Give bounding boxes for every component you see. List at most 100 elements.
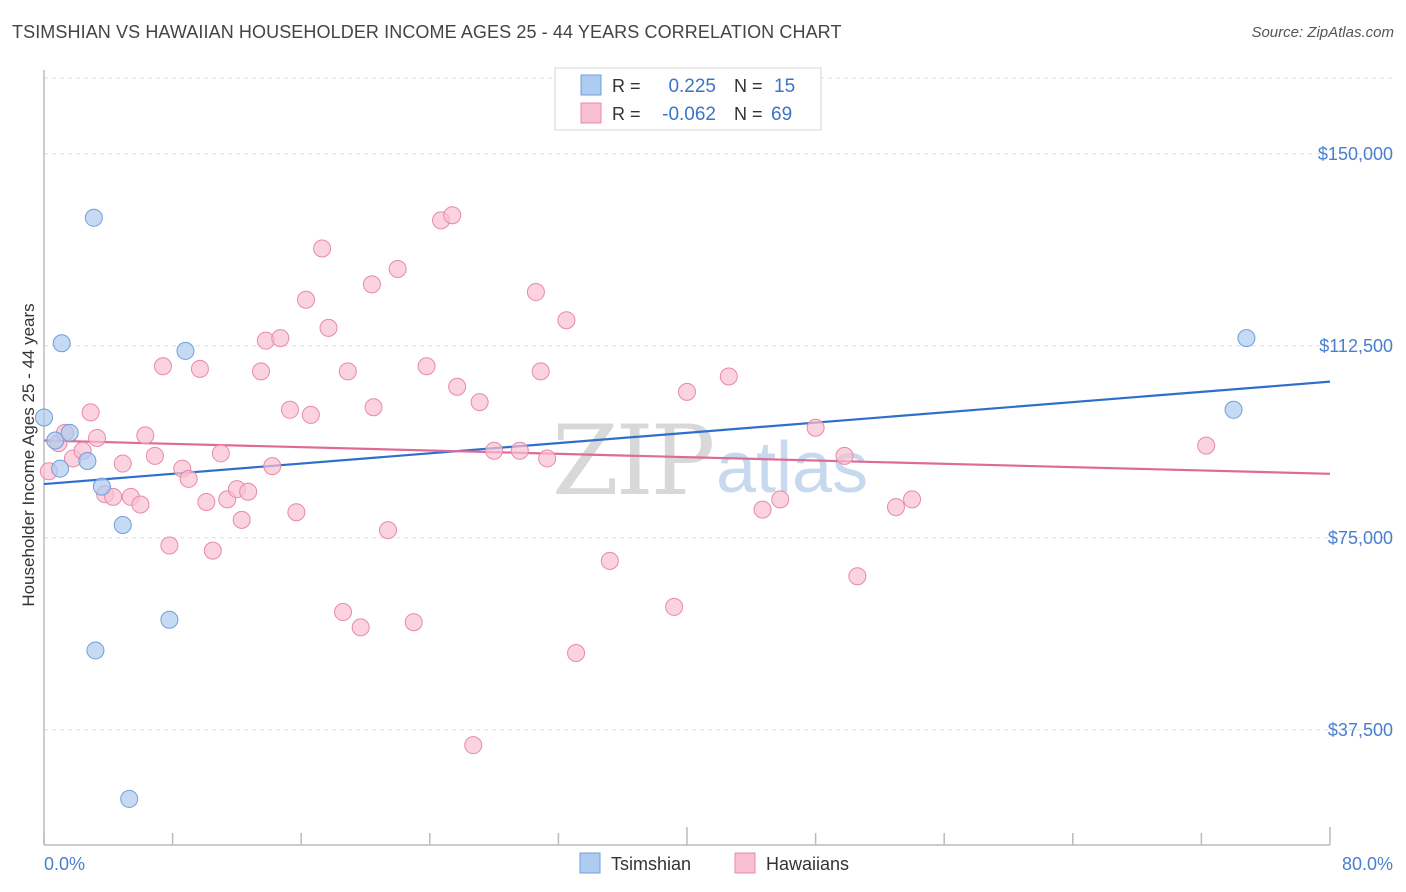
hawaiians-point-48 <box>464 736 483 755</box>
hawaiians-point-51 <box>510 441 529 460</box>
hawaiians-series-swatch <box>734 852 756 874</box>
hawaiians-point-5 <box>81 403 100 422</box>
y-axis-title: Householder Income Ages 25 - 44 years <box>19 303 38 606</box>
hawaiians-point-21 <box>211 444 230 463</box>
hawaiians-point-62 <box>771 490 790 509</box>
watermark-zip: ZIP <box>552 405 713 517</box>
y-tick-label-1: $75,000 <box>1328 528 1393 548</box>
hawaiians-point-49 <box>470 393 489 412</box>
hawaiians-point-59 <box>678 382 696 401</box>
hawaiians-r-label: R = <box>612 104 641 124</box>
hawaiians-n-label: N = <box>734 104 763 124</box>
hawaiians-point-63 <box>806 418 825 437</box>
hawaiians-point-28 <box>263 457 282 476</box>
data-points <box>35 206 1256 808</box>
hawaiians-point-29 <box>271 329 290 348</box>
watermark: ZIP atlas <box>552 405 868 517</box>
hawaiians-point-60 <box>719 367 738 386</box>
tsimshian-point-7 <box>86 641 105 660</box>
hawaiians-point-24 <box>232 510 251 529</box>
tsimshian-point-6 <box>84 208 103 227</box>
hawaiians-point-40 <box>364 398 383 417</box>
hawaiians-r-value: -0.062 <box>662 104 716 125</box>
tsimshian-trend-line <box>43 380 1331 486</box>
hawaiians-point-46 <box>443 206 462 225</box>
tsimshian-point-11 <box>160 610 179 629</box>
hawaiians-point-47 <box>448 377 467 396</box>
tsimshian-point-8 <box>92 477 111 496</box>
tsimshian-point-14 <box>1224 400 1243 419</box>
tsimshian-point-13 <box>1237 329 1256 348</box>
watermark-atlas: atlas <box>716 428 868 508</box>
hawaiians-point-13 <box>145 446 164 465</box>
hawaiians-trend-line <box>43 439 1331 475</box>
hawaiians-point-38 <box>351 618 370 637</box>
tsimshian-r-value: 0.225 <box>668 76 716 97</box>
hawaiians-point-35 <box>319 318 338 337</box>
tsimshian-series-swatch <box>579 852 601 874</box>
hawaiians-point-53 <box>531 362 550 381</box>
trend-lines <box>43 380 1331 486</box>
hawaiians-point-9 <box>113 454 132 473</box>
hawaiians-point-14 <box>153 357 172 376</box>
x-max-label: 80.0% <box>1342 854 1393 874</box>
hawaiians-point-61 <box>753 500 772 519</box>
hawaiians-point-11 <box>131 495 150 514</box>
y-tick-label-3: $150,000 <box>1318 144 1393 164</box>
y-tick-label-0: $37,500 <box>1328 720 1393 740</box>
hawaiians-series-label: Hawaiians <box>766 854 849 874</box>
series-legend: Tsimshian Hawaiians <box>579 852 849 874</box>
hawaiians-point-37 <box>338 362 357 381</box>
hawaiians-point-67 <box>903 490 922 509</box>
hawaiians-point-52 <box>526 283 545 302</box>
tsimshian-legend-swatch <box>580 74 602 96</box>
hawaiians-point-12 <box>136 426 155 445</box>
hawaiians-point-20 <box>203 541 222 560</box>
source-credit: Source: ZipAtlas.com <box>1251 24 1394 41</box>
stats-legend: R = 0.225 N = 15 R = -0.062 N = 69 <box>554 67 822 131</box>
hawaiians-point-43 <box>404 613 423 632</box>
tsimshian-point-12 <box>176 341 195 360</box>
hawaiians-point-34 <box>313 239 332 258</box>
x-min-label: 0.0% <box>44 854 85 874</box>
hawaiians-point-44 <box>417 357 436 376</box>
hawaiians-point-17 <box>179 469 198 488</box>
hawaiians-point-54 <box>538 449 557 468</box>
hawaiians-legend-swatch <box>580 102 602 124</box>
hawaiians-point-8 <box>104 487 123 506</box>
tsimshian-r-label: R = <box>612 76 641 96</box>
tsimshian-n-value: 15 <box>774 76 795 97</box>
tsimshian-point-1 <box>46 431 65 450</box>
hawaiians-point-41 <box>379 521 398 540</box>
hawaiians-point-65 <box>848 567 867 586</box>
hawaiians-point-6 <box>88 428 107 447</box>
tsimshian-point-3 <box>52 334 71 353</box>
hawaiians-point-57 <box>600 551 619 570</box>
y-tick-labels: $37,500 $75,000 $112,500 $150,000 <box>1318 144 1393 740</box>
tsimshian-n-label: N = <box>734 76 763 96</box>
gridlines <box>44 77 1395 731</box>
tsimshian-point-5 <box>78 452 97 470</box>
axes <box>43 70 1331 846</box>
y-tick-label-2: $112,500 <box>1319 336 1393 356</box>
tsimshian-point-2 <box>51 459 70 478</box>
hawaiians-point-39 <box>362 275 381 294</box>
hawaiians-point-30 <box>280 400 299 419</box>
tsimshian-point-9 <box>113 516 132 534</box>
hawaiians-point-33 <box>301 405 320 424</box>
hawaiians-point-26 <box>252 362 271 381</box>
tsimshian-point-4 <box>60 423 79 442</box>
hawaiians-point-64 <box>835 446 854 465</box>
hawaiians-point-50 <box>485 441 504 460</box>
hawaiians-point-15 <box>160 536 179 555</box>
hawaiians-point-58 <box>665 597 684 616</box>
tsimshian-point-0 <box>35 408 53 427</box>
hawaiians-point-55 <box>557 311 576 330</box>
hawaiians-point-42 <box>388 260 407 278</box>
chart-title: TSIMSHIAN VS HAWAIIAN HOUSEHOLDER INCOME… <box>12 22 842 42</box>
hawaiians-point-19 <box>197 492 216 511</box>
hawaiians-point-25 <box>239 482 258 501</box>
hawaiians-point-36 <box>333 603 352 622</box>
hawaiians-point-68 <box>1197 436 1216 455</box>
